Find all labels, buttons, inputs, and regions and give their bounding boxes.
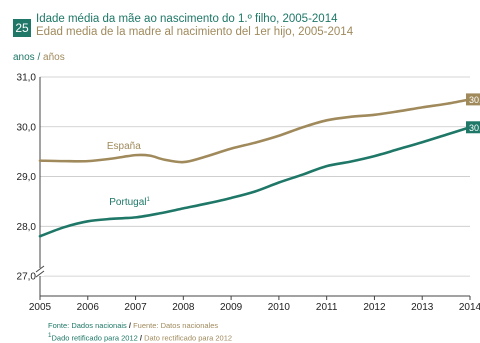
y-tick-label: 27,0 bbox=[17, 272, 37, 283]
end-label-portugal: 30, bbox=[469, 123, 480, 133]
unit-label-pt: anos bbox=[13, 52, 35, 63]
end-label-box-portugal bbox=[466, 121, 480, 134]
axis-break-mark bbox=[35, 265, 45, 273]
x-tick-label: 2010 bbox=[268, 302, 291, 313]
axes bbox=[35, 77, 470, 297]
footnote-pt: Dado retificado para 2012 bbox=[51, 333, 138, 343]
series-label-portugal-superscript: 1 bbox=[147, 197, 151, 203]
end-label-box-espana bbox=[466, 93, 480, 106]
source-note-separator: / bbox=[126, 321, 134, 330]
y-tick-label: 30,0 bbox=[17, 122, 37, 133]
y-tick-label: 28,0 bbox=[17, 222, 37, 233]
y-tick-label: 29,0 bbox=[17, 172, 37, 183]
x-tick-label: 2011 bbox=[316, 302, 338, 313]
x-tick-label: 2009 bbox=[220, 302, 243, 313]
y-tick-label: 31,0 bbox=[17, 73, 37, 84]
x-tick-label: 2007 bbox=[124, 302, 147, 313]
series-label-portugal: Portugal1 bbox=[109, 197, 150, 208]
end-labels: 30, 30, bbox=[466, 93, 480, 134]
series-line-portugal bbox=[38, 125, 472, 238]
footnote-separator: / bbox=[137, 333, 145, 343]
series-label-portugal-text: Portugal bbox=[109, 197, 146, 208]
axis-break-mark bbox=[35, 270, 45, 278]
series-labels: España Portugal1 bbox=[107, 141, 151, 208]
source-note-pt: Fonte: Dados nacionais bbox=[48, 321, 127, 330]
x-tick-label: 2012 bbox=[363, 302, 386, 313]
gridlines bbox=[40, 76, 470, 277]
series-line-espana bbox=[38, 98, 472, 164]
x-tick-label: 2005 bbox=[29, 302, 52, 313]
x-tick-label: 2006 bbox=[77, 302, 100, 313]
unit-label: anos / años bbox=[13, 52, 65, 63]
axis-break-gap bbox=[36, 268, 44, 276]
chart-title-pt: Idade média da mãe ao nascimento do 1.º … bbox=[36, 13, 338, 25]
series-group bbox=[38, 98, 472, 238]
figure-number: 25 bbox=[13, 19, 31, 37]
x-tick-label: 2008 bbox=[172, 302, 195, 313]
x-tick-label: 2013 bbox=[411, 302, 434, 313]
unit-label-es: años bbox=[43, 52, 65, 63]
footnote-es: Dato rectificado para 2012 bbox=[144, 333, 233, 343]
x-tick-label: 2014 bbox=[459, 302, 480, 313]
end-label-espana: 30, bbox=[469, 95, 480, 105]
unit-label-separator: / bbox=[34, 52, 44, 63]
footnote-mark: 1 bbox=[48, 332, 52, 339]
source-note: Fonte: Dados nacionais / Fuente: Datos n… bbox=[48, 321, 218, 330]
y-axis-ticks: 27,0 28,0 29,0 30,0 31,0 bbox=[17, 73, 37, 283]
chart-title-es: Edad media de la madre al nacimiento del… bbox=[36, 26, 354, 38]
x-axis-ticks: 2005 2006 2007 2008 2009 2010 2011 2012 2013 2014 bbox=[29, 296, 480, 313]
series-label-espana: España bbox=[107, 141, 141, 152]
footnote: 1Dado retificado para 2012 / Dato rectif… bbox=[48, 332, 232, 343]
source-note-es: Fuente: Datos nacionales bbox=[133, 321, 219, 330]
